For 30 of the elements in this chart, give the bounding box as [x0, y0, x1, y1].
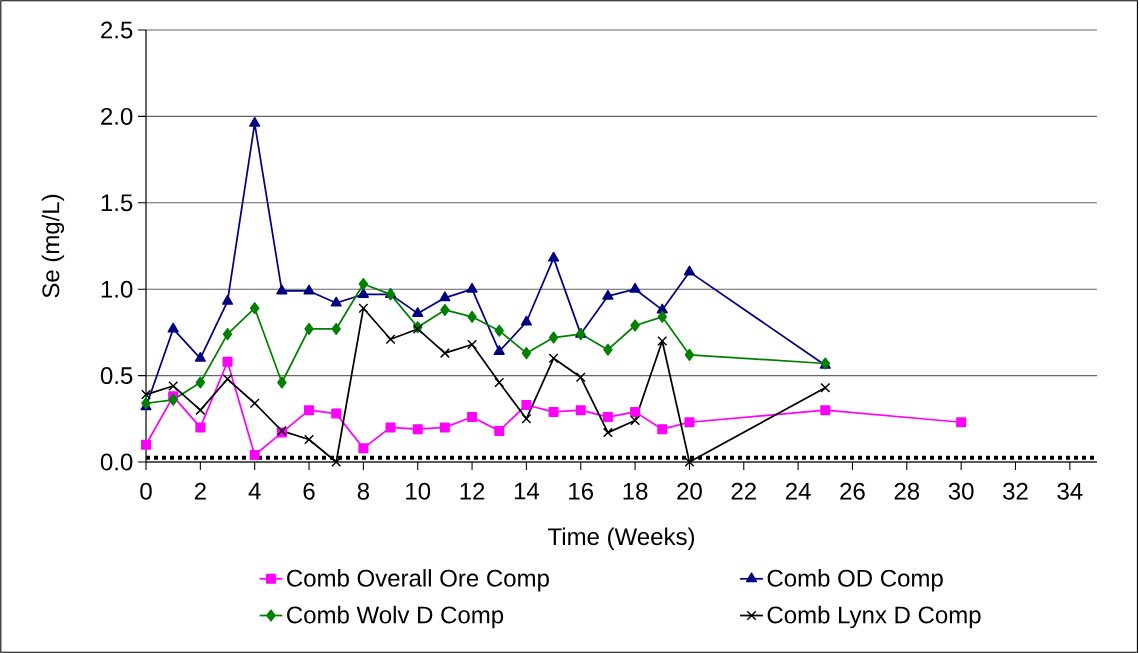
x-tick-label: 10: [406, 482, 431, 500]
y-tick-label: 2.0: [101, 107, 133, 125]
legend-label: Comb OD Comp: [767, 569, 943, 592]
x-tick-label: 28: [894, 482, 920, 500]
x-tick-label: 4: [248, 482, 261, 500]
x-tick-label: 34: [1057, 482, 1083, 500]
x-tick-label: 16: [569, 482, 594, 500]
x-axis-title: Time (Weeks): [548, 527, 695, 550]
x-tick-label: 30: [948, 482, 974, 500]
y-axis-title: Se (mg/L): [41, 194, 65, 298]
y-tick-label: 1.5: [101, 194, 133, 212]
y-tick-label: 0.5: [100, 367, 133, 385]
x-tick-label: 6: [303, 482, 315, 500]
x-tick-label: 0: [140, 482, 152, 500]
y-tick-label: 2.5: [101, 21, 133, 39]
x-tick-label: 32: [1003, 482, 1028, 500]
y-tick-label: 1.0: [101, 280, 133, 298]
x-tick-label: 26: [840, 482, 865, 500]
x-tick-label: 12: [460, 482, 485, 500]
y-tick-label: 0.0: [100, 453, 133, 471]
x-tick-label: 18: [623, 482, 648, 500]
x-tick-label: 24: [785, 482, 811, 500]
legend-label: Comb Overall Ore Comp: [287, 569, 549, 592]
x-tick-label: 8: [357, 482, 370, 500]
x-tick-label: 22: [731, 482, 756, 500]
legend-label: Comb Lynx D Comp: [767, 605, 981, 629]
x-tick-label: 2: [194, 482, 206, 500]
legend-label: Comb Wolv D Comp: [287, 605, 504, 629]
x-tick-label: 14: [514, 482, 540, 500]
x-tick-label: 20: [677, 482, 702, 500]
